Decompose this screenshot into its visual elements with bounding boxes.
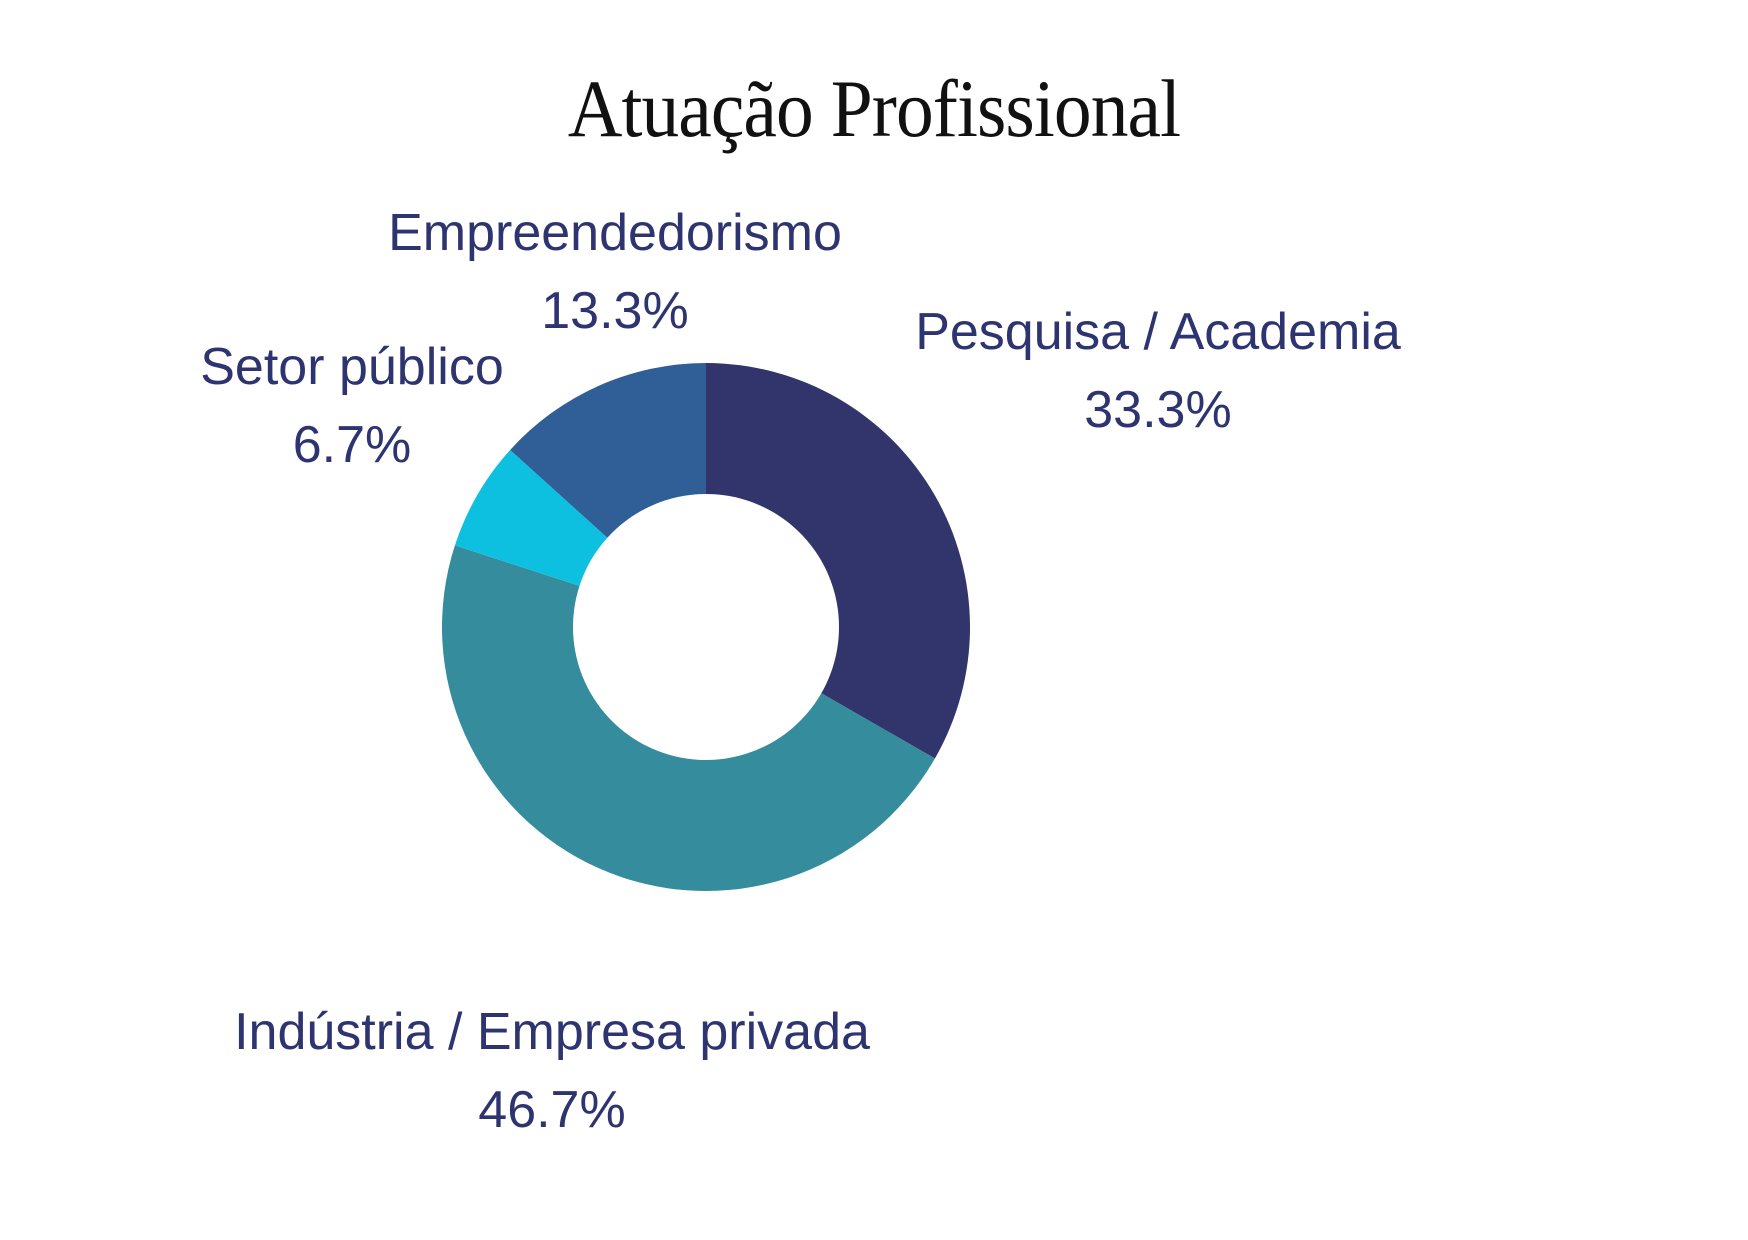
label-name: Indústria / Empresa privada [234,1003,870,1061]
label-percent: 6.7% [292,416,412,474]
donut-slice-empreendedorismo [510,363,706,538]
label-name: Setor público [200,338,504,396]
label-pesquisa-academia: Pesquisa / Academia 33.3% [915,293,1401,449]
chart-title: Atuação Profissional [567,63,1181,154]
label-industria-empresa-privada: Indústria / Empresa privada 46.7% [234,993,870,1149]
label-percent: 33.3% [1084,381,1232,439]
label-percent: 46.7% [478,1081,626,1139]
label-percent: 13.3% [541,282,689,340]
label-name: Empreendedorismo [388,204,842,262]
label-name: Pesquisa / Academia [915,303,1401,361]
donut-slices [442,363,971,891]
label-setor-publico: Setor público 6.7% [200,328,504,484]
label-empreendedorismo: Empreendedorismo 13.3% [388,194,842,350]
donut-slice-pesquisa-academia [706,363,971,759]
donut-slice-setor-publico [454,449,608,586]
donut-slice-industria-empresa-privada [442,545,935,891]
